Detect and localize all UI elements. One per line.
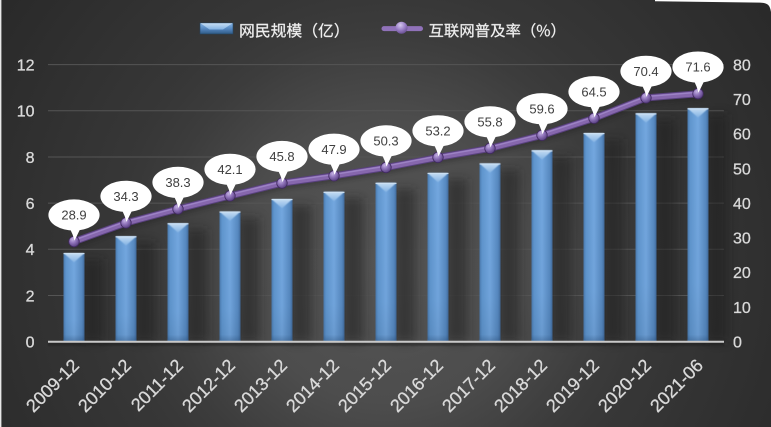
svg-text:10: 10	[733, 300, 751, 317]
svg-text:53.2: 53.2	[425, 123, 450, 138]
svg-text:4: 4	[26, 242, 35, 259]
svg-text:60: 60	[733, 127, 751, 144]
svg-text:70.4: 70.4	[633, 64, 658, 79]
svg-text:80: 80	[733, 57, 751, 74]
svg-text:71.6: 71.6	[685, 60, 710, 75]
svg-text:34.3: 34.3	[113, 189, 138, 204]
svg-text:50.3: 50.3	[373, 134, 398, 149]
svg-text:64.5: 64.5	[581, 84, 606, 99]
svg-text:20: 20	[733, 265, 751, 282]
svg-text:0: 0	[733, 335, 742, 352]
svg-text:6: 6	[26, 196, 35, 213]
svg-text:50: 50	[733, 161, 751, 178]
svg-text:45.8: 45.8	[269, 149, 294, 164]
svg-text:8: 8	[26, 150, 35, 167]
svg-text:55.8: 55.8	[477, 114, 502, 129]
svg-text:42.1: 42.1	[217, 162, 242, 177]
svg-text:59.6: 59.6	[529, 101, 554, 116]
svg-text:10: 10	[17, 104, 35, 121]
svg-text:40: 40	[733, 196, 751, 213]
svg-text:28.9: 28.9	[61, 208, 86, 223]
svg-text:30: 30	[733, 231, 751, 248]
svg-text:38.3: 38.3	[165, 175, 190, 190]
svg-text:12: 12	[17, 57, 35, 74]
svg-text:47.9: 47.9	[321, 142, 346, 157]
svg-text:2: 2	[26, 288, 35, 305]
svg-text:0: 0	[26, 335, 35, 352]
svg-text:70: 70	[733, 92, 751, 109]
